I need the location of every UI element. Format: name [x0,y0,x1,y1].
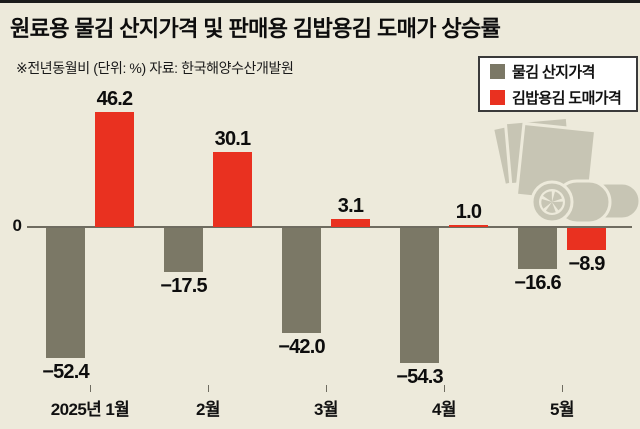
x-axis-label-3: 3월 [314,400,339,419]
seaweed-gimbap-illustration [490,114,640,225]
zero-baseline [27,226,632,228]
x-axis-tick-1 [90,385,91,392]
value-label-wholesale-1: 46.2 [96,87,134,110]
zero-axis-label: 0 [12,216,22,235]
bar-producer-3 [282,228,321,333]
legend-box: 물김 산지가격 김밥용김 도매가격 [478,56,638,112]
x-axis-tick-3 [326,385,327,392]
x-axis-label-1: 2025년 1월 [50,400,130,419]
bar-producer-1 [46,228,85,359]
bar-producer-5 [518,228,557,270]
value-label-producer-3: −42.0 [278,335,325,358]
value-label-wholesale-5: −8.9 [568,253,605,276]
legend-label-producer-price: 물김 산지가격 [512,63,595,81]
bar-producer-2 [164,228,203,272]
value-label-producer-1: −52.4 [42,361,89,384]
bar-producer-4 [400,228,439,364]
legend-item-producer-price: 물김 산지가격 [490,61,626,82]
bar-wholesale-1 [95,111,134,227]
bar-wholesale-5 [567,228,606,251]
value-label-producer-5: −16.6 [514,272,561,295]
bar-wholesale-4 [449,224,488,227]
legend-item-wholesale-price: 김밥용김 도매가격 [490,87,626,108]
legend-swatch-red [490,89,505,105]
gimbap-roll-front-icon [530,179,612,225]
top-border-rule [0,0,640,3]
bar-wholesale-3 [331,219,370,227]
value-label-producer-2: −17.5 [160,274,207,297]
value-label-wholesale-2: 30.1 [214,128,252,151]
value-label-wholesale-4: 1.0 [455,200,482,223]
legend-label-wholesale-price: 김밥용김 도매가격 [512,89,622,107]
chart-note-source: ※전년동월비 (단위: %) 자료: 한국해양수산개발원 [16,60,294,76]
x-axis-label-4: 4월 [432,400,457,419]
value-label-wholesale-3: 3.1 [337,195,364,218]
x-axis-tick-5 [562,385,563,392]
x-axis-tick-4 [444,385,445,392]
bar-wholesale-2 [213,152,252,227]
x-axis-tick-2 [208,385,209,392]
x-axis-label-5: 5월 [550,400,575,419]
value-label-producer-4: −54.3 [396,366,443,389]
x-axis-label-2: 2월 [196,400,221,419]
legend-swatch-gray [490,63,505,79]
chart-title: 원료용 물김 산지가격 및 판매용 김밥용김 도매가 상승률 [10,16,501,41]
